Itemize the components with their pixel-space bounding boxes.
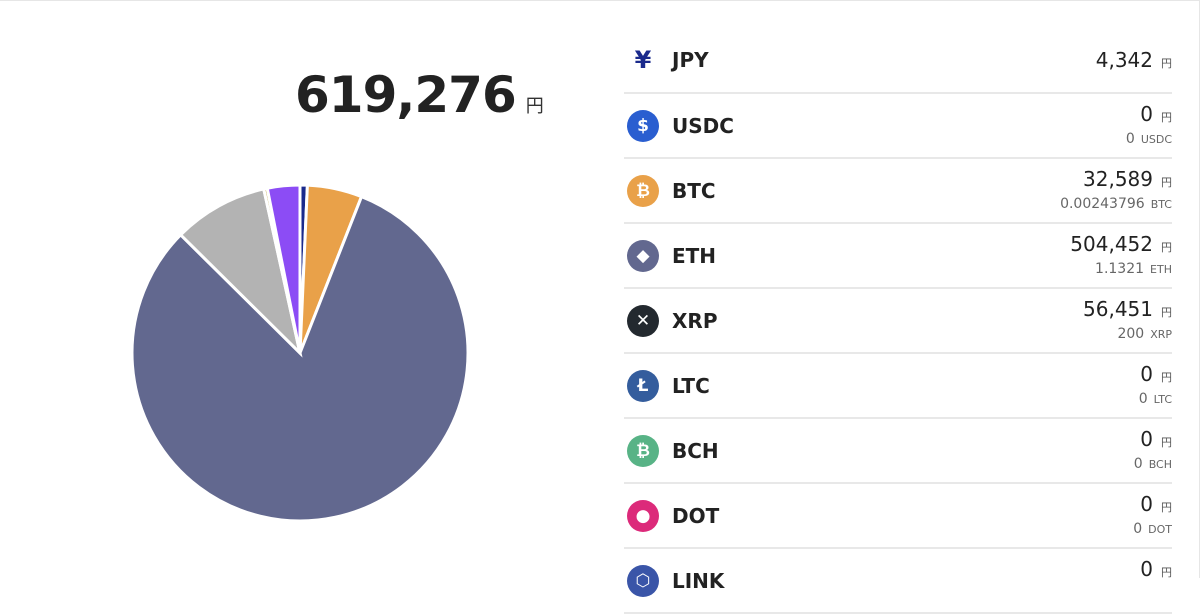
asset-jpy-value: 504,452	[1070, 232, 1153, 256]
asset-jpy-value: 0	[1140, 362, 1153, 386]
litecoin-icon: Ł	[627, 369, 659, 402]
asset-quantity-unit: ETH	[1150, 263, 1172, 276]
bitcoin-cash-icon: ₿	[627, 434, 659, 467]
pie-slice-other-5[interactable]	[265, 183, 302, 354]
usdc-icon: $	[627, 109, 659, 142]
asset-jpy-value: 56,451	[1083, 297, 1153, 321]
jpy-unit: 円	[1161, 57, 1172, 70]
asset-symbol: BCH	[672, 438, 719, 463]
asset-quantity: 0	[1125, 131, 1135, 147]
jpy-unit: 円	[1161, 176, 1172, 189]
bitcoin-icon: ₿	[627, 174, 659, 207]
asset-jpy-value: 0	[1140, 102, 1153, 126]
asset-symbol: XRP	[672, 308, 718, 333]
asset-symbol: ETH	[672, 243, 717, 268]
asset-jpy-value: 32,589	[1083, 167, 1153, 191]
asset-symbol: JPY	[672, 48, 709, 72]
asset-quantity: 1.1321	[1095, 261, 1145, 277]
asset-symbol: LINK	[672, 568, 725, 593]
asset-values: 56,451 円 200 XRP	[1083, 297, 1172, 342]
asset-symbol: BTC	[672, 178, 716, 203]
jpy-unit: 円	[1161, 436, 1172, 449]
asset-values: 32,589 円 0.00243796 BTC	[1060, 167, 1172, 212]
asset-quantity-unit: USDC	[1140, 133, 1172, 146]
asset-quantity-unit: DOT	[1148, 523, 1172, 536]
asset-symbol: DOT	[672, 503, 720, 528]
asset-jpy-value: 0	[1140, 492, 1153, 516]
asset-row-jpy[interactable]: ¥ JPY 4,342 円	[624, 28, 1172, 94]
pie-slice-xrp[interactable]	[178, 187, 303, 358]
asset-row-eth[interactable]: ◆ ETH 504,452 円 1.1321 ETH	[624, 224, 1172, 289]
asset-quantity-unit: LTC	[1153, 393, 1172, 406]
asset-quantity-unit: XRP	[1150, 328, 1172, 341]
asset-row-btc[interactable]: ₿ BTC 32,589 円 0.00243796 BTC	[624, 159, 1172, 224]
asset-quantity-unit: BTC	[1150, 198, 1172, 211]
xrp-icon: ✕	[627, 304, 659, 337]
asset-jpy-value: 0	[1140, 427, 1153, 451]
polkadot-icon: ●	[627, 499, 659, 532]
asset-quantity: 0	[1133, 456, 1143, 472]
asset-pie-chart	[130, 183, 470, 523]
pie-slice-eth[interactable]	[130, 194, 470, 523]
jpy-unit: 円	[1161, 501, 1172, 514]
jpy-unit: 円	[1161, 241, 1172, 254]
asset-quantity-unit: BCH	[1148, 458, 1172, 471]
total-unit: 円	[525, 96, 544, 117]
asset-jpy-value: 4,342	[1095, 48, 1153, 72]
asset-quantity: 0	[1138, 391, 1148, 407]
asset-quantity: 0	[1133, 521, 1143, 537]
asset-values: 504,452 円 1.1321 ETH	[1070, 232, 1172, 277]
ethereum-icon: ◆	[627, 239, 659, 272]
asset-quantity: 200	[1117, 326, 1145, 342]
jpy-unit: 円	[1161, 566, 1172, 579]
jpy-unit: 円	[1161, 111, 1172, 124]
chainlink-icon: ⬡	[627, 564, 659, 597]
jpy-unit: 円	[1161, 306, 1172, 319]
asset-symbol: LTC	[672, 373, 710, 398]
total-balance: 619,276 円	[295, 66, 544, 124]
asset-jpy-value: 0	[1140, 557, 1153, 581]
yen-icon: ¥	[634, 46, 652, 74]
asset-quantity: 0.00243796	[1060, 196, 1145, 212]
asset-symbol: USDC	[672, 113, 734, 138]
asset-row-xrp[interactable]: ✕ XRP 56,451 円 200 XRP	[624, 289, 1172, 354]
total-value: 619,276	[295, 66, 517, 124]
asset-values: 4,342 円	[1096, 48, 1172, 72]
jpy-unit: 円	[1161, 371, 1172, 384]
